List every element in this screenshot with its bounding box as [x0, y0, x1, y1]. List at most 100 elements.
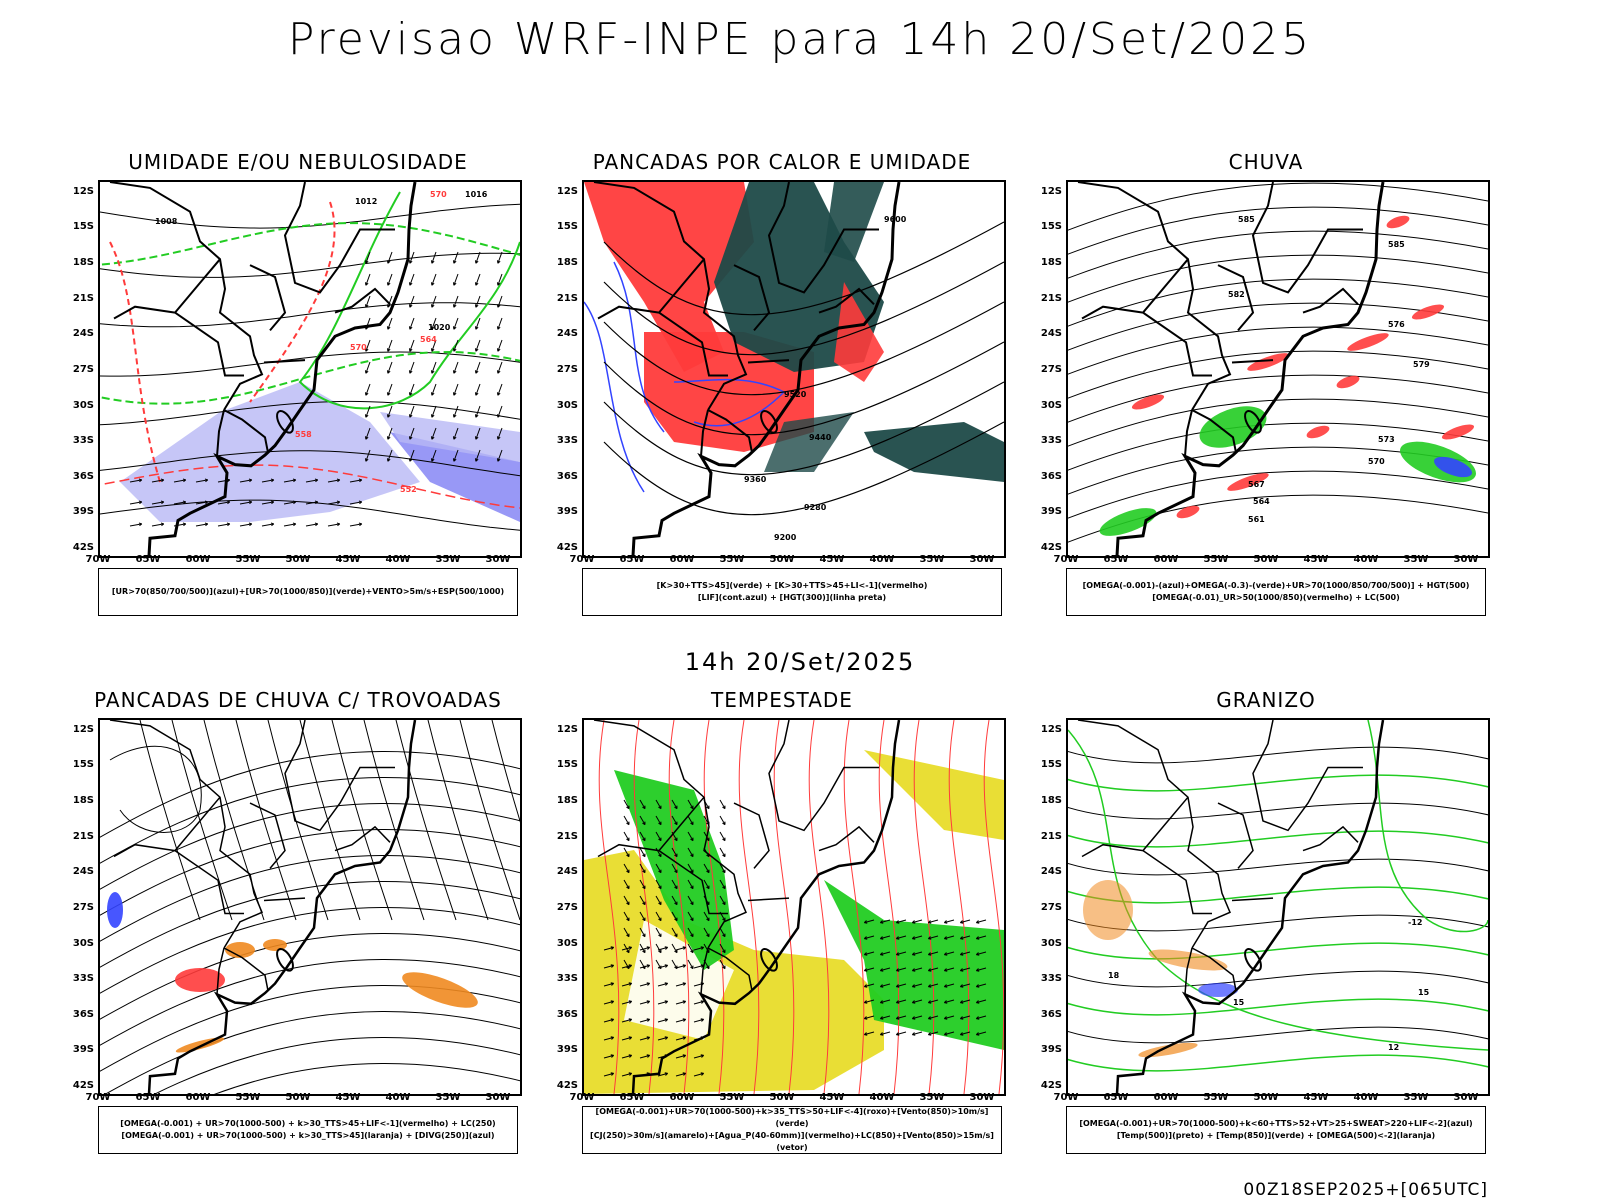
svg-text:570: 570 [1368, 457, 1385, 466]
latitude-tick-label: 33S [72, 435, 94, 447]
latitude-tick-label: 33S [72, 973, 94, 985]
longitude-tick-label: 60W [185, 1092, 211, 1103]
latitude-tick-label: 12S [1040, 185, 1062, 197]
latitude-tick-label: 27S [556, 901, 578, 913]
panel-title: CHUVA [1228, 150, 1304, 174]
longitude-tick-label: 40W [869, 554, 895, 565]
svg-text:579: 579 [1413, 360, 1430, 369]
svg-text:9600: 9600 [884, 215, 907, 224]
longitude-tick-label: 60W [669, 1092, 695, 1103]
latitude-tick-label: 30S [1040, 399, 1062, 411]
legend-line: [Temp(500)](preto) + [Temp(850)](verde) … [1116, 1131, 1436, 1140]
forecast-map [98, 718, 522, 1096]
legend-line: [OMEGA(-0.001)+UR>70(1000-500)+k<60+TTS>… [1079, 1119, 1473, 1128]
latitude-tick-label: 36S [1040, 1008, 1062, 1020]
svg-text:570: 570 [430, 190, 447, 199]
longitude-tick-label: 35W [1403, 554, 1429, 565]
latitude-tick-label: 21S [1040, 830, 1062, 842]
panel-legend: [OMEGA(-0.001)+UR>70(1000-500)+k>35_TTS>… [582, 1106, 1002, 1154]
longitude-tick-label: 55W [719, 554, 745, 565]
longitude-tick-label: 70W [1053, 1092, 1079, 1103]
latitude-tick-label: 33S [556, 973, 578, 985]
longitude-tick-label: 55W [235, 1092, 261, 1103]
panel-title: PANCADAS DE CHUVA C/ TROVOADAS [94, 688, 502, 712]
panel-title: GRANIZO [1216, 688, 1316, 712]
panel-legend: [UR>70(850/700/500)](azul)+[UR>70(1000/8… [98, 568, 518, 616]
latitude-tick-label: 21S [556, 292, 578, 304]
latitude-tick-label: 18S [72, 257, 94, 269]
latitude-tick-label: 12S [72, 185, 94, 197]
longitude-tick-label: 65W [1103, 1092, 1129, 1103]
coastline-and-borders [593, 720, 901, 1094]
latitude-tick-label: 18S [72, 795, 94, 807]
longitude-tick-label: 55W [1203, 1092, 1229, 1103]
latitude-tick-label: 30S [556, 399, 578, 411]
longitude-tick-label: 60W [669, 554, 695, 565]
svg-text:15: 15 [1418, 988, 1430, 997]
longitude-tick-label: 35W [435, 1092, 461, 1103]
coastline-and-borders [1077, 720, 1385, 1094]
longitude-tick-label: 35W [919, 554, 945, 565]
latitude-tick-label: 12S [556, 723, 578, 735]
legend-line: [CJ(250)>30m/s](amarelo)+[Agua_P(40-60mm… [590, 1131, 994, 1152]
longitude-tick-label: 45W [819, 554, 845, 565]
forecast-map: 9600 9520 9440 9360 9280 9200 [582, 180, 1006, 558]
latitude-tick-label: 18S [1040, 795, 1062, 807]
svg-text:9280: 9280 [804, 503, 827, 512]
longitude-tick-label: 60W [185, 554, 211, 565]
latitude-tick-label: 42S [1040, 1080, 1062, 1092]
longitude-tick-label: 40W [385, 1092, 411, 1103]
coastline-and-borders [109, 720, 417, 1094]
coastline-and-borders [593, 182, 901, 556]
latitude-tick-label: 21S [72, 292, 94, 304]
longitude-tick-label: 45W [335, 554, 361, 565]
mid-title: 14h 20/Set/2025 [684, 648, 916, 676]
latitude-tick-label: 24S [556, 866, 578, 878]
map-panel-1: UMIDADE E/OU NEBULOSIDADE 1008 1012 1016 102… [68, 150, 528, 630]
panel-legend: [K>30+TTS>45](verde) + [K>30+TTS>45+LI<-… [582, 568, 1002, 616]
longitude-tick-label: 40W [1353, 554, 1379, 565]
coastline-and-borders [1077, 182, 1385, 556]
longitude-tick-label: 65W [135, 554, 161, 565]
latitude-tick-label: 42S [72, 1080, 94, 1092]
longitude-tick-label: 30W [969, 554, 995, 565]
svg-text:567: 567 [1248, 480, 1265, 489]
latitude-tick-label: 42S [1040, 542, 1062, 554]
latitude-tick-label: 36S [72, 470, 94, 482]
latitude-tick-label: 42S [72, 542, 94, 554]
svg-text:558: 558 [295, 430, 312, 439]
svg-text:-12: -12 [1408, 918, 1422, 927]
latitude-tick-label: 15S [1040, 759, 1062, 771]
longitude-tick-label: 50W [285, 554, 311, 565]
svg-text:576: 576 [1388, 320, 1405, 329]
latitude-tick-label: 27S [556, 363, 578, 375]
forecast-map: -12 18 15 15 12 [1066, 718, 1490, 1096]
latitude-tick-label: 36S [556, 470, 578, 482]
longitude-tick-label: 45W [1303, 554, 1329, 565]
latitude-tick-label: 27S [72, 363, 94, 375]
longitude-tick-label: 50W [1253, 1092, 1279, 1103]
longitude-tick-label: 50W [1253, 554, 1279, 565]
longitude-tick-label: 65W [619, 1092, 645, 1103]
svg-text:9200: 9200 [774, 533, 797, 542]
longitude-tick-label: 45W [1303, 1092, 1329, 1103]
latitude-tick-label: 27S [1040, 901, 1062, 913]
svg-text:585: 585 [1388, 240, 1405, 249]
panel-legend: [OMEGA(-0.001) + UR>70(1000-500) + k>30_… [98, 1106, 518, 1154]
latitude-tick-label: 15S [72, 759, 94, 771]
svg-text:18: 18 [1108, 971, 1120, 980]
forecast-map [582, 718, 1006, 1096]
longitude-tick-label: 50W [285, 1092, 311, 1103]
latitude-tick-label: 36S [72, 1008, 94, 1020]
latitude-tick-label: 39S [1040, 1044, 1062, 1056]
longitude-tick-label: 35W [1403, 1092, 1429, 1103]
longitude-tick-label: 60W [1153, 554, 1179, 565]
latitude-tick-label: 18S [556, 257, 578, 269]
longitude-tick-label: 30W [485, 554, 511, 565]
latitude-tick-label: 39S [72, 1044, 94, 1056]
legend-line: [K>30+TTS>45](verde) + [K>30+TTS>45+LI<-… [656, 581, 928, 590]
latitude-tick-label: 30S [556, 937, 578, 949]
forecast-map: 1008 1012 1016 1020 570 570 564 558 552 [98, 180, 522, 558]
map-panel-2: PANCADAS POR CALOR E UMIDADE 9600 9520 9440… [552, 150, 1012, 630]
latitude-tick-label: 33S [1040, 973, 1062, 985]
